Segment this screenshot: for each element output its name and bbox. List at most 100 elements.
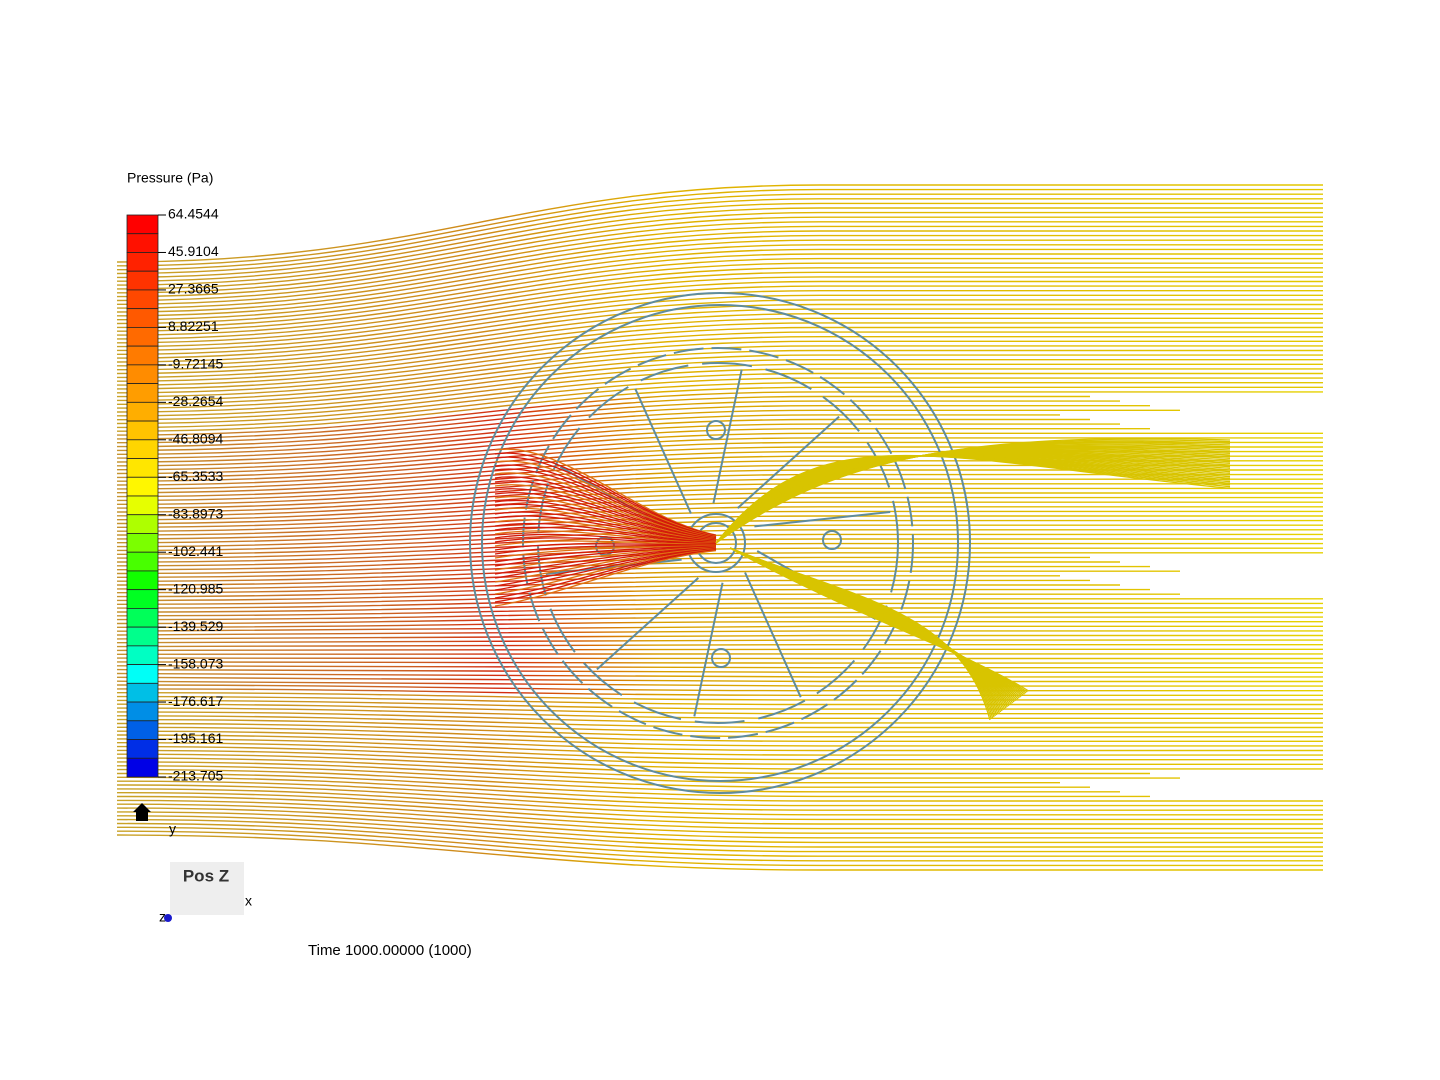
streamline bbox=[116, 542, 1323, 563]
colorbar-segment bbox=[126, 551, 159, 572]
streamline bbox=[116, 211, 1323, 286]
streamline bbox=[116, 684, 1323, 692]
streamline bbox=[116, 313, 1323, 371]
streamline bbox=[116, 718, 1323, 733]
streamline bbox=[116, 811, 1323, 844]
streamline bbox=[116, 579, 1090, 594]
view-cube[interactable] bbox=[170, 862, 244, 915]
red-flow bbox=[494, 448, 717, 536]
streamline bbox=[116, 547, 1323, 567]
streamline bbox=[116, 285, 1323, 348]
red-flow bbox=[494, 546, 717, 575]
colorbar-label: -195.161 bbox=[168, 730, 223, 746]
streamline bbox=[116, 726, 1323, 742]
streamline bbox=[116, 588, 1150, 602]
colorbar-segment bbox=[126, 289, 159, 310]
streamline bbox=[116, 692, 1323, 701]
streamline bbox=[116, 745, 1323, 765]
streamline bbox=[116, 372, 1323, 421]
streamline bbox=[116, 303, 1323, 363]
streamline bbox=[116, 707, 1323, 719]
streamline bbox=[116, 807, 1323, 839]
colorbar-label: -46.8094 bbox=[168, 431, 223, 447]
time-label: Time 1000.00000 (1000) bbox=[308, 942, 472, 959]
colorbar-label: 64.4544 bbox=[168, 206, 219, 222]
red-flow bbox=[494, 526, 717, 544]
streamline bbox=[116, 602, 1323, 613]
streamline bbox=[116, 386, 1323, 432]
streamline bbox=[116, 538, 1323, 559]
streamline bbox=[116, 193, 1323, 271]
streamline bbox=[116, 639, 1323, 644]
colorbar-segment bbox=[126, 682, 159, 703]
streamline bbox=[116, 253, 1323, 321]
yellow-flow bbox=[715, 454, 1231, 544]
colorbar-labels: 64.4544 45.9104 27.3665 8.82251 -9.72145 -28.… bbox=[158, 206, 223, 784]
red-flow bbox=[494, 545, 717, 559]
red-flow bbox=[494, 543, 717, 551]
streamline bbox=[116, 634, 1323, 640]
colorbar-segment bbox=[126, 608, 159, 628]
red-flow bbox=[494, 503, 717, 542]
colorbar-segment bbox=[126, 720, 159, 740]
streamline bbox=[116, 730, 1323, 747]
streamline bbox=[116, 680, 1323, 687]
colorbar-segment bbox=[126, 458, 159, 478]
colorbar-label: -28.2654 bbox=[168, 393, 223, 409]
streamline bbox=[116, 695, 1323, 706]
colorbar-segment bbox=[126, 364, 159, 385]
colorbar-segment bbox=[126, 383, 159, 403]
streamline bbox=[116, 257, 1323, 325]
colorbar-label: -9.72145 bbox=[168, 356, 223, 372]
streamline bbox=[116, 803, 1323, 834]
streamline bbox=[116, 377, 1323, 425]
streamline bbox=[116, 788, 1323, 816]
streamline bbox=[116, 703, 1323, 715]
streamline bbox=[116, 648, 1323, 652]
wheel-flow bbox=[494, 437, 1231, 721]
streamline bbox=[116, 207, 1323, 282]
colorbar-label: -65.3533 bbox=[168, 468, 223, 484]
streamline bbox=[116, 607, 1323, 617]
streamline bbox=[116, 460, 1323, 494]
streamline bbox=[116, 349, 1323, 402]
streamline bbox=[116, 276, 1323, 340]
spoke bbox=[634, 388, 692, 514]
streamline bbox=[116, 184, 1323, 263]
streamline bbox=[116, 818, 1323, 853]
axis-z-dot bbox=[164, 914, 172, 922]
yellow-flow bbox=[729, 547, 1030, 692]
streamline bbox=[116, 772, 1150, 798]
streamline bbox=[116, 414, 1060, 455]
streamline bbox=[116, 616, 1323, 625]
colorbar-label: -83.8973 bbox=[168, 505, 223, 521]
streamline bbox=[116, 322, 1323, 379]
streamline bbox=[116, 784, 1323, 811]
streamline bbox=[116, 299, 1323, 359]
red-flow bbox=[494, 468, 717, 538]
colorbar-segment bbox=[126, 420, 159, 441]
streamline bbox=[116, 776, 1323, 802]
red-flow bbox=[494, 460, 717, 537]
red-flow bbox=[494, 549, 717, 607]
spoke bbox=[754, 510, 891, 528]
streamline bbox=[116, 271, 1323, 336]
streamline bbox=[116, 734, 1323, 752]
axis-x-label: x bbox=[245, 893, 252, 909]
streamline bbox=[116, 575, 1060, 590]
red-flow bbox=[494, 545, 717, 563]
red-flow bbox=[494, 495, 717, 541]
colorbar-segment bbox=[126, 739, 159, 759]
streamline bbox=[116, 469, 1323, 502]
colorbar-segment bbox=[126, 252, 159, 272]
spoke bbox=[744, 572, 802, 698]
streamline bbox=[116, 418, 1090, 459]
streamline bbox=[116, 672, 1323, 678]
colorbar-segment bbox=[126, 701, 159, 722]
colorbar-label: -120.985 bbox=[168, 580, 223, 596]
colorbar-segment bbox=[126, 645, 159, 665]
colorbar-segment bbox=[126, 270, 159, 291]
streamline bbox=[116, 815, 1323, 848]
streamline bbox=[116, 446, 1323, 482]
